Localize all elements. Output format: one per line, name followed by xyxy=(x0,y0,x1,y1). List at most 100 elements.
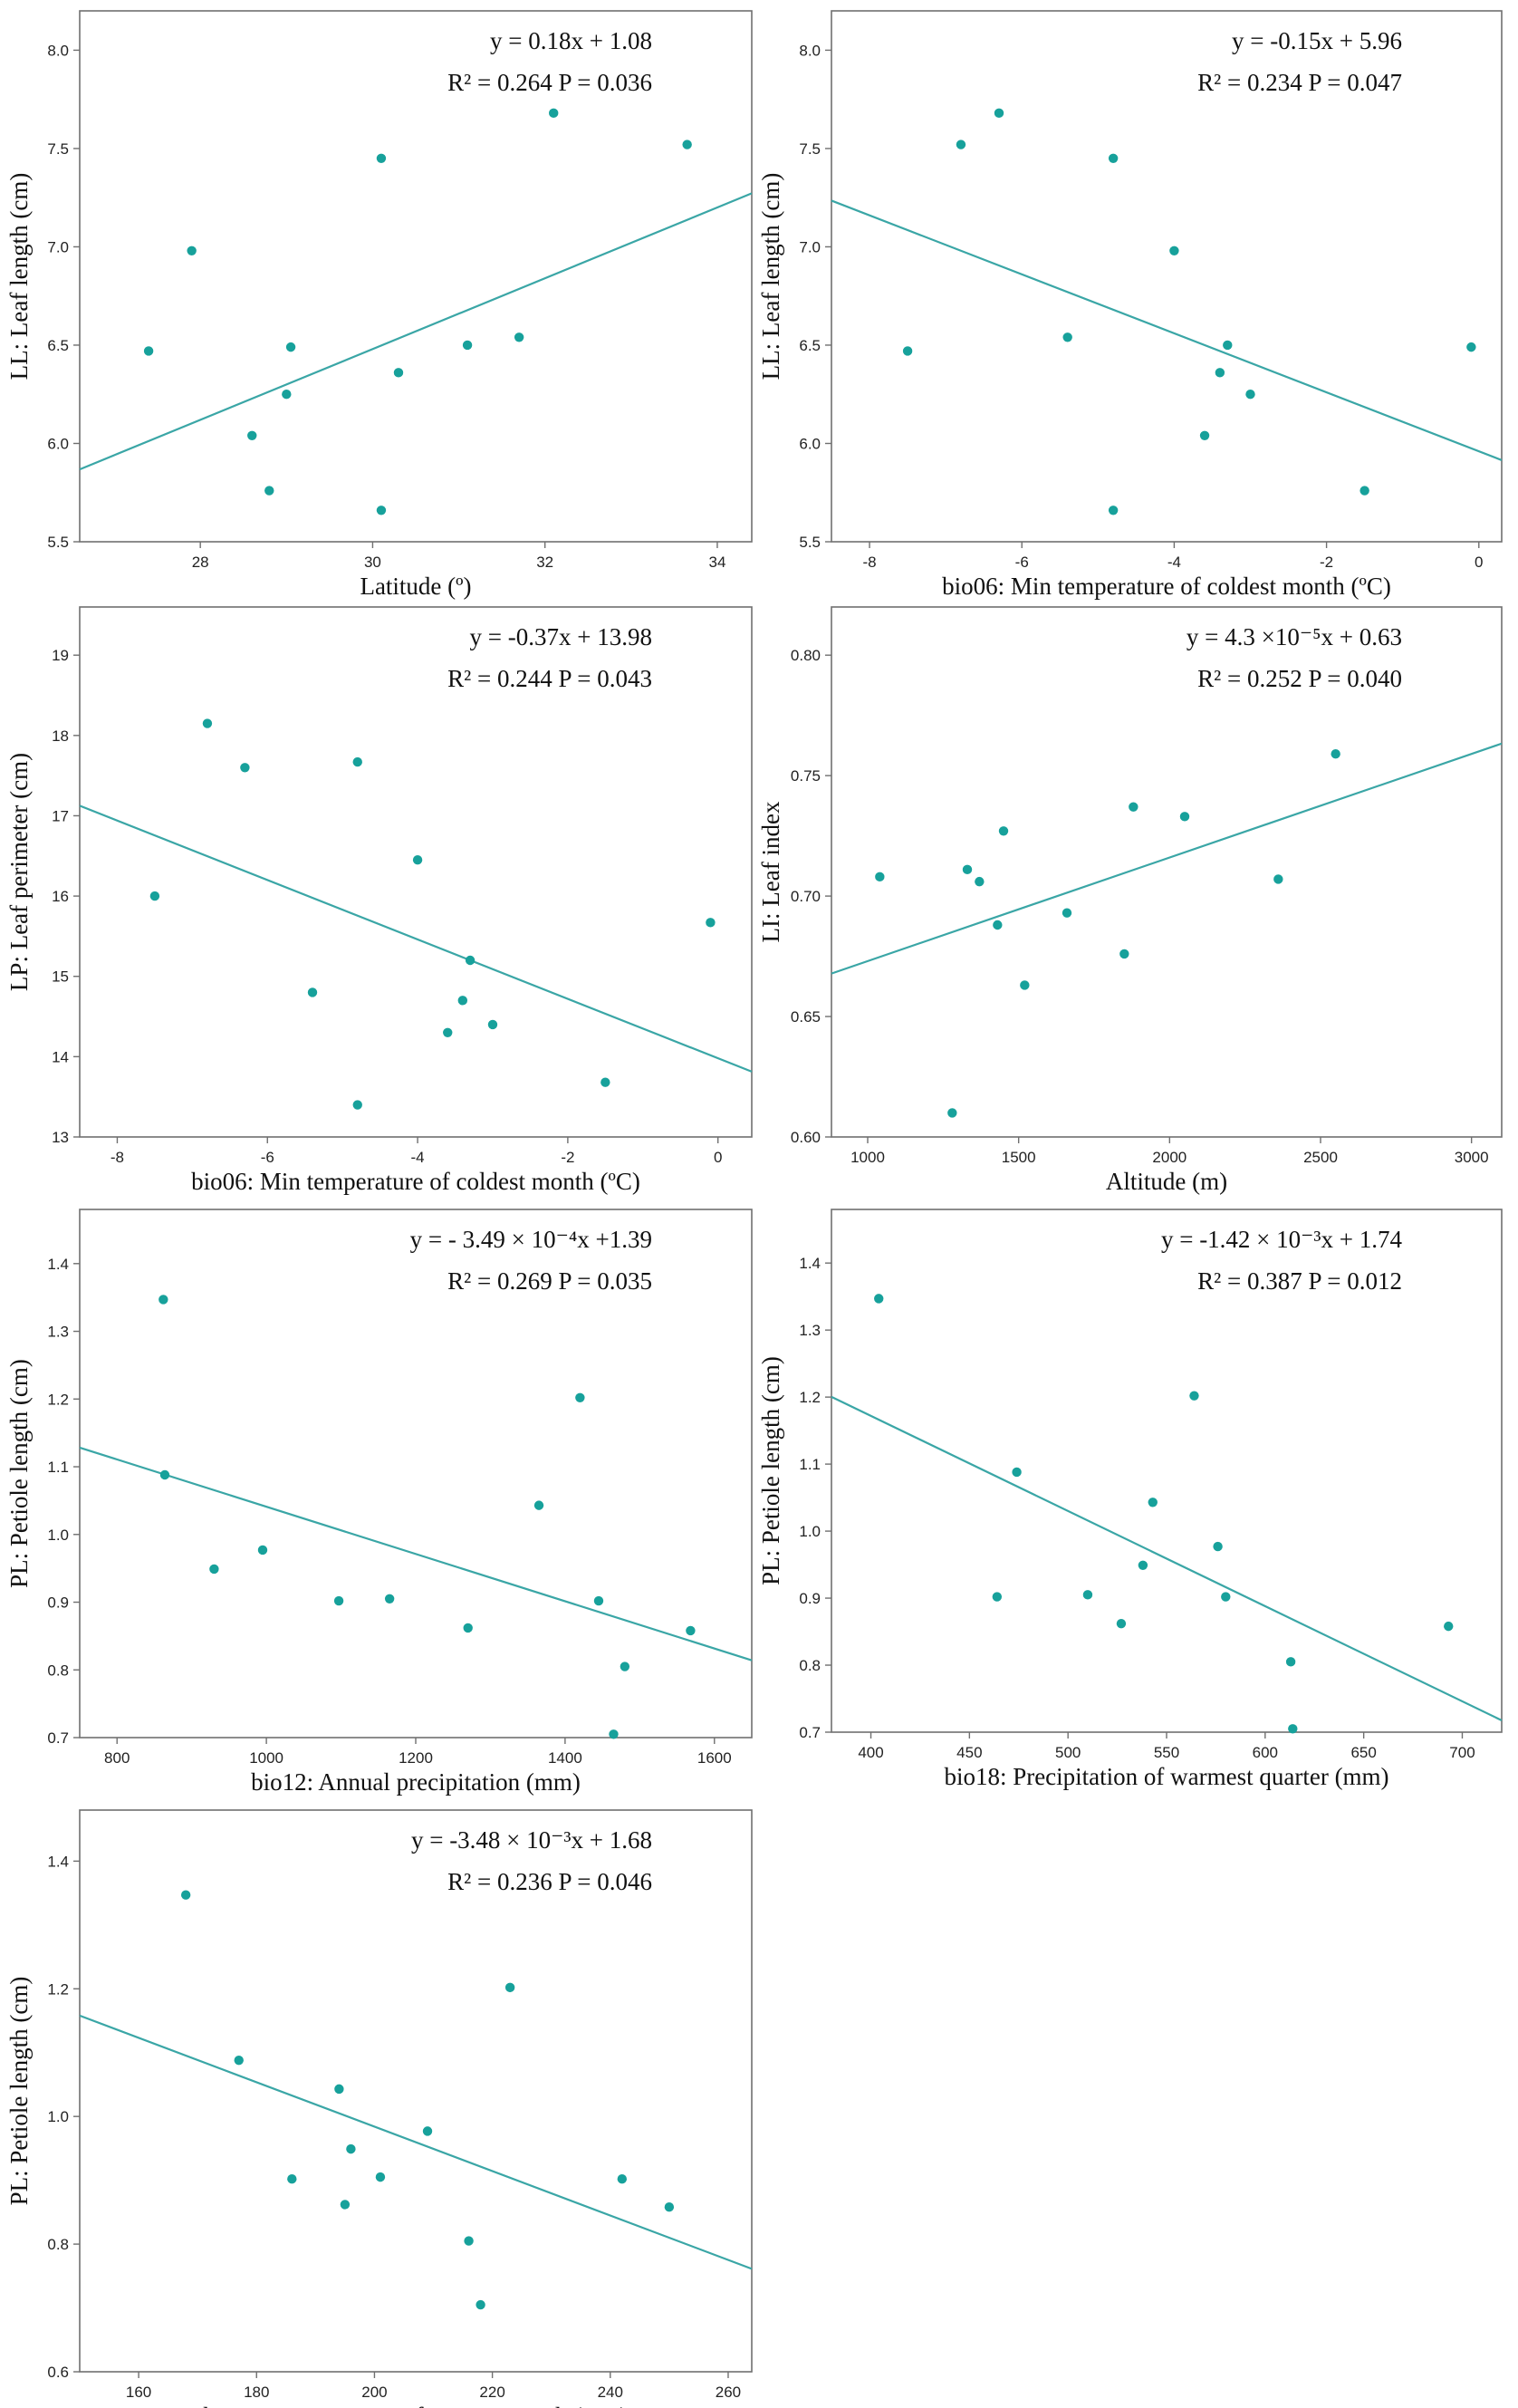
data-point xyxy=(487,1019,498,1030)
y-tick-label: 18 xyxy=(52,727,69,745)
y-tick-label: 1.2 xyxy=(799,1389,821,1406)
y-tick-label: 1.0 xyxy=(799,1523,821,1540)
x-tick-label: 800 xyxy=(104,1749,130,1767)
trend-line xyxy=(831,199,1503,461)
scatter-panel-2: -8 -6 -4 -2 0 5.5 6.0 6.5 7.0 7.5 8.0 y = -0.15x + … xyxy=(757,10,1503,600)
scatter-panel-7: 160 180 200 220 240 260 0.6 0.8 1.0 1.2 1.4 y = -3.… xyxy=(5,1809,753,2408)
data-point xyxy=(159,1295,168,1305)
y-tick-label: 0.75 xyxy=(791,767,821,785)
y-tick-label: 6.5 xyxy=(47,337,69,354)
data-point xyxy=(1062,908,1072,918)
data-point xyxy=(1221,1592,1231,1602)
y-tick-label: 1.2 xyxy=(47,1980,69,1998)
data-point xyxy=(187,246,197,255)
data-point xyxy=(1213,1541,1223,1552)
x-tick-label: 1500 xyxy=(1002,1149,1036,1166)
regression-equation: y = - 3.49 × 10⁻⁴x +1.39 xyxy=(410,1226,652,1253)
data-point xyxy=(1062,332,1072,342)
data-point xyxy=(457,996,468,1006)
data-point xyxy=(264,486,274,496)
x-tick-label: 3000 xyxy=(1455,1149,1489,1166)
x-tick-label: 1200 xyxy=(399,1749,433,1767)
scatter-panel-3: -8 -6 -4 -2 0 13 14 15 16 17 18 19 y = -0.37x + 13.9… xyxy=(5,606,753,1195)
y-tick-label: 1.3 xyxy=(47,1324,69,1341)
data-point xyxy=(1108,506,1119,515)
y-tick-label: 6.0 xyxy=(799,435,821,452)
scatter-panel-4: 1000 1500 2000 2500 3000 0.60 0.65 0.70 0.75 0.80… xyxy=(757,606,1503,1195)
x-tick-label: 1000 xyxy=(850,1149,885,1166)
x-tick-label: 500 xyxy=(1055,1744,1081,1761)
data-point xyxy=(1138,1560,1148,1571)
y-tick-label: 1.0 xyxy=(47,1527,69,1544)
y-tick-label: 0.70 xyxy=(791,888,821,905)
x-tick-label: 28 xyxy=(192,554,209,571)
y-tick-label: 1.4 xyxy=(47,1853,69,1870)
trend-line xyxy=(831,1395,1503,1721)
regression-stats: R² = 0.252 P = 0.040 xyxy=(1197,665,1402,692)
y-tick-label: 7.5 xyxy=(799,140,821,158)
data-point xyxy=(1108,153,1119,163)
x-tick-label: 700 xyxy=(1449,1744,1475,1761)
data-point xyxy=(1223,340,1233,351)
x-tick-label: 32 xyxy=(536,554,553,571)
regression-equation: y = 4.3 ×10⁻⁵x + 0.63 xyxy=(1187,623,1402,650)
data-point xyxy=(962,864,973,875)
data-point xyxy=(1273,874,1283,884)
data-point xyxy=(476,2299,485,2310)
y-tick-label: 5.5 xyxy=(799,534,821,551)
data-point xyxy=(992,1592,1003,1602)
data-point xyxy=(1466,342,1476,352)
x-axis-title: Altitude (m) xyxy=(1106,1168,1227,1195)
y-tick-label: 5.5 xyxy=(47,534,69,551)
plot-frame xyxy=(831,606,1503,1138)
data-point xyxy=(1331,749,1340,759)
x-tick-label: 650 xyxy=(1350,1744,1376,1761)
regression-stats: R² = 0.264 P = 0.036 xyxy=(447,69,652,96)
y-tick-label: 0.7 xyxy=(799,1724,821,1741)
x-tick-label: 34 xyxy=(708,554,725,571)
data-point xyxy=(998,826,1009,836)
y-axis-title: PL: Petiole length (cm) xyxy=(757,1356,784,1585)
y-tick-label: 0.8 xyxy=(799,1657,821,1674)
y-tick-label: 8.0 xyxy=(47,42,69,59)
trend-line xyxy=(79,2014,753,2270)
y-tick-label: 1.3 xyxy=(799,1322,821,1339)
regression-equation: y = 0.18x + 1.08 xyxy=(490,27,652,54)
y-tick-label: 6.0 xyxy=(47,435,69,452)
data-point xyxy=(902,346,913,356)
regression-stats: R² = 0.244 P = 0.043 xyxy=(447,665,652,692)
x-axis-title: bio06: Min temperature of coldest month … xyxy=(942,573,1391,600)
data-point xyxy=(393,368,404,378)
data-point xyxy=(1285,1657,1296,1667)
x-tick-label: 30 xyxy=(364,554,381,571)
data-point xyxy=(462,340,473,351)
data-point xyxy=(352,1100,362,1110)
x-tick-label: 200 xyxy=(361,2384,387,2401)
y-tick-label: 0.9 xyxy=(47,1594,69,1612)
y-tick-label: 15 xyxy=(52,968,69,986)
regression-equation: y = -0.37x + 13.98 xyxy=(470,623,652,650)
data-point xyxy=(149,891,160,901)
data-point xyxy=(384,1594,395,1604)
data-point xyxy=(257,1545,268,1556)
data-point xyxy=(307,987,318,997)
y-tick-label: 1.2 xyxy=(47,1391,69,1408)
data-point xyxy=(247,430,257,440)
scatter-panel-6: 400 450 500 550 600 650 700 0.7 0.8 0.9 1.0 1.1 1.2 1… xyxy=(757,1209,1503,1790)
y-tick-label: 1.1 xyxy=(47,1459,69,1476)
y-tick-label: 0.65 xyxy=(791,1008,821,1026)
x-tick-label: 400 xyxy=(858,1744,883,1761)
x-tick-label: 600 xyxy=(1253,1744,1278,1761)
y-tick-label: 0.60 xyxy=(791,1129,821,1146)
x-tick-label: 240 xyxy=(598,2384,623,2401)
data-point xyxy=(609,1729,619,1739)
y-tick-label: 13 xyxy=(52,1129,69,1146)
y-tick-label: 7.0 xyxy=(47,238,69,255)
y-axis-title: PL: Petiole length (cm) xyxy=(5,1359,33,1588)
data-point xyxy=(514,332,524,342)
y-tick-label: 7.0 xyxy=(799,238,821,255)
data-point xyxy=(209,1564,219,1575)
x-tick-label: 0 xyxy=(714,1149,722,1166)
data-point xyxy=(504,1982,515,1993)
data-point xyxy=(1148,1498,1158,1507)
